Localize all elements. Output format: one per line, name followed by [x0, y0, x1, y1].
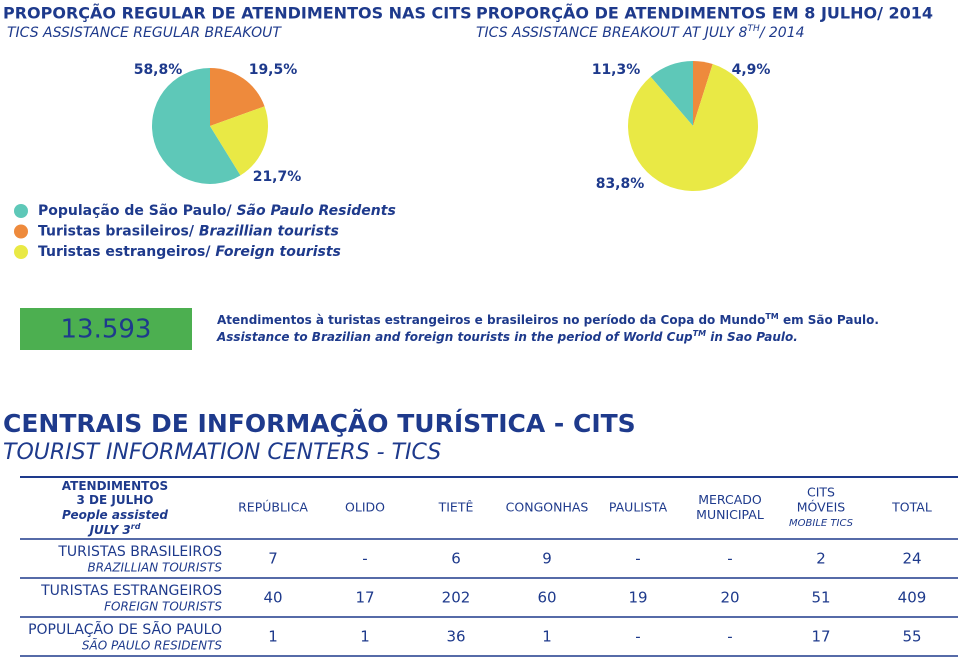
- row-label-en: SÃO PAULO RESIDENTS: [82, 638, 222, 653]
- pie-slice: [210, 106, 268, 176]
- text-en-end: in Sao Paulo.: [706, 330, 798, 344]
- chart-subtitle: TICS ASSISTANCE BREAKOUT AT JULY 8TH/ 20…: [476, 24, 805, 42]
- column-header: CITS: [807, 485, 835, 500]
- legend-pt: Turistas brasileiros/: [38, 224, 199, 240]
- corner-label: 3 DE JULHO: [77, 493, 154, 507]
- legend-pt: População de São Paulo/: [38, 203, 236, 219]
- table-cell: 409: [898, 589, 927, 607]
- value-label: 4,9%: [732, 62, 771, 78]
- table-cell: 24: [902, 550, 921, 568]
- column-header: TIETÊ: [438, 500, 474, 515]
- legend-en: Foreign tourists: [215, 244, 341, 260]
- table-cell: 1: [542, 628, 552, 646]
- text-pt-sup: TM: [765, 312, 778, 321]
- subtitle-end: / 2014: [758, 25, 805, 41]
- pie-slice: [693, 61, 713, 126]
- pie-slice: [650, 61, 693, 126]
- table-cell: 60: [537, 589, 556, 607]
- table-cell: -: [727, 628, 732, 646]
- highlight-text-en: Assistance to Brazilian and foreign tour…: [216, 329, 798, 344]
- table-cell: 36: [446, 628, 465, 646]
- row-label: TURISTAS ESTRANGEIROS: [40, 583, 222, 599]
- table-cell: 17: [355, 589, 374, 607]
- value-label: 83,8%: [596, 176, 645, 192]
- column-header: MERCADO: [698, 492, 762, 507]
- row-label: TURISTAS BRASILEIROS: [57, 544, 222, 560]
- legend-en: São Paulo Residents: [236, 203, 395, 219]
- subtitle-text: TICS ASSISTANCE BREAKOUT AT JULY 8: [476, 25, 748, 41]
- highlight-box: [20, 308, 192, 350]
- pie-slice: [152, 68, 241, 185]
- table-cell: 1: [360, 628, 370, 646]
- legend-label: Turistas estrangeiros/ Foreign tourists: [38, 244, 341, 260]
- legend-en: Brazillian tourists: [199, 224, 339, 240]
- row-label-en: BRAZILLIAN TOURISTS: [88, 561, 223, 575]
- column-header: MUNICIPAL: [696, 507, 764, 522]
- table-cell: 51: [811, 589, 830, 607]
- corner-text: ATENDIMENTOS: [62, 479, 168, 493]
- legend-label: Turistas brasileiros/ Brazillian tourist…: [38, 224, 339, 240]
- chart-title: PROPORÇÃO REGULAR DE ATENDIMENTOS NAS CI…: [3, 4, 472, 23]
- table-cell: 17: [811, 628, 830, 646]
- chart-subtitle: TICS ASSISTANCE REGULAR BREAKOUT: [7, 25, 282, 41]
- table-cell: 9: [542, 550, 552, 568]
- corner-label: ATENDIMENTOS: [62, 479, 168, 493]
- table-cell: 2: [816, 550, 826, 568]
- value-label: 58,8%: [134, 62, 183, 78]
- corner-sup: rd: [131, 522, 141, 531]
- text-pt-end: em São Paulo.: [779, 313, 879, 327]
- section-subtitle: TOURIST INFORMATION CENTERS - TICS: [3, 440, 441, 465]
- text-en-sup: TM: [693, 329, 706, 338]
- table-cell: -: [362, 550, 367, 568]
- highlight-text: Atendimentos à turistas estrangeiros e b…: [217, 312, 879, 327]
- column-header: CONGONHAS: [506, 500, 589, 515]
- column-header: MÓVEIS: [797, 500, 846, 515]
- corner-text: People assisted: [62, 508, 168, 522]
- table-cell: 6: [451, 550, 461, 568]
- table-cell: -: [635, 628, 640, 646]
- value-label: 21,7%: [253, 169, 302, 185]
- pie-slice: [627, 64, 758, 191]
- text-en: Assistance to Brazilian and foreign tour…: [216, 330, 693, 344]
- table-cell: 1: [268, 628, 278, 646]
- table-cell: 19: [628, 589, 647, 607]
- legend-swatch: [14, 224, 28, 239]
- pie-slice: [210, 68, 265, 126]
- corner-label: JULY 3rd: [88, 522, 141, 537]
- chart-title: PROPORÇÃO DE ATENDIMENTOS EM 8 JULHO/ 20…: [476, 4, 933, 23]
- table-cell: 20: [720, 589, 739, 607]
- legend-swatch: [14, 245, 28, 259]
- highlight-number: 13.593: [61, 315, 152, 345]
- table-cell: -: [727, 550, 732, 568]
- table-cell: 55: [902, 628, 921, 646]
- row-label-en: FOREIGN TOURISTS: [104, 600, 222, 614]
- legend-swatch: [14, 204, 28, 218]
- corner-text: 3 DE JULHO: [77, 493, 154, 507]
- value-label: 19,5%: [249, 62, 298, 78]
- text-pt: Atendimentos à turistas estrangeiros e b…: [217, 313, 765, 327]
- table-cell: -: [635, 550, 640, 568]
- column-header: MOBILE TICS: [789, 518, 854, 529]
- column-header: REPÚBLICA: [238, 500, 308, 515]
- column-header: PAULISTA: [609, 500, 668, 515]
- subtitle-sup: TH: [747, 24, 759, 34]
- column-header: TOTAL: [891, 500, 932, 515]
- corner-label: People assisted: [62, 508, 168, 522]
- table-cell: 202: [442, 589, 471, 607]
- legend-label: População de São Paulo/ São Paulo Reside…: [38, 203, 396, 219]
- column-header: OLIDO: [345, 500, 385, 515]
- section-title: CENTRAIS DE INFORMAÇÃO TURÍSTICA - CITS: [3, 409, 636, 438]
- value-label: 11,3%: [592, 62, 641, 78]
- legend-pt: Turistas estrangeiros/: [38, 244, 215, 260]
- table-cell: 7: [268, 550, 278, 568]
- table-cell: 40: [263, 589, 282, 607]
- row-label: POPULAÇÃO DE SÃO PAULO: [28, 621, 222, 638]
- corner-text: JULY 3: [88, 523, 131, 537]
